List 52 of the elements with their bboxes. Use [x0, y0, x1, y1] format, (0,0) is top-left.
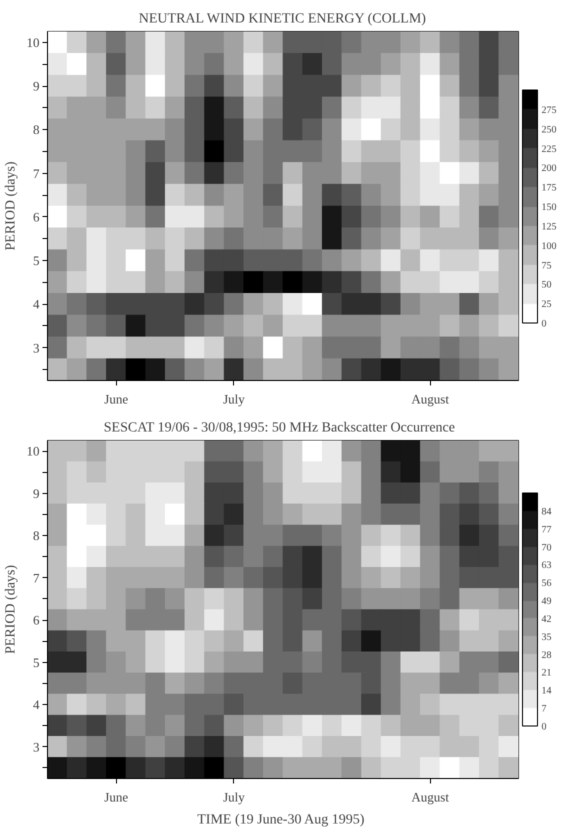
y-tick-label: 7: [33, 166, 40, 181]
y-tick-label: 5: [33, 654, 40, 670]
color-bar-label: 49: [542, 596, 552, 608]
color-bar-label: 250: [542, 124, 556, 136]
color-bar-label: 25: [542, 299, 552, 310]
y-tick-label: 8: [33, 122, 40, 138]
y-tick-label: 10: [26, 34, 40, 50]
color-bar-label: 0: [542, 318, 546, 330]
color-bar-label: 77: [542, 524, 552, 536]
y-tick-label: 9: [33, 78, 40, 94]
y-tick-label: 6: [33, 209, 40, 224]
color-bar-label: 7: [542, 704, 546, 715]
color-bar-label: 0: [542, 722, 546, 732]
y-tick-label: 4: [33, 296, 40, 312]
y-tick-label: 4: [33, 697, 40, 712]
x-tick-label: August: [411, 392, 450, 406]
y-tick-label: 9: [33, 486, 40, 501]
color-bar-label: 275: [542, 104, 556, 116]
y-tick-label: 5: [33, 253, 40, 268]
x-tick-label: June: [104, 790, 128, 804]
color-bar-label: 225: [542, 144, 556, 155]
y-axis-title: PERIOD (days): [4, 564, 18, 654]
color-bar-label: 125: [542, 221, 556, 232]
color-bar-label: 14: [542, 686, 552, 697]
color-bar-label: 100: [542, 240, 556, 252]
color-bar-label: 35: [542, 632, 552, 643]
y-tick-label: 6: [33, 612, 40, 628]
color-bar-label: 200: [542, 163, 556, 174]
color-bar-label: 42: [542, 614, 552, 625]
color-bar-label: 50: [542, 280, 552, 291]
y-tick-label: 3: [33, 340, 40, 356]
x-tick-label: August: [411, 790, 450, 804]
color-bar-label: 150: [542, 202, 556, 213]
color-bar-label: 28: [542, 650, 552, 661]
y-tick-label: 7: [33, 570, 40, 586]
chart-title: NEUTRAL WIND KINETIC ENERGY (COLLM): [138, 12, 426, 26]
color-bar-label: 63: [542, 560, 552, 572]
x-tick-label: July: [223, 790, 246, 804]
y-axis-title: PERIOD (days): [4, 161, 18, 251]
chart-title: SESCAT 19/06 - 30/08,1995: 50 MHz Backscatter Occurrence: [104, 420, 455, 436]
color-bar-label: 70: [542, 542, 552, 554]
color-bar-label: 56: [542, 578, 552, 590]
color-bar-label: 84: [542, 506, 552, 518]
x-tick-label: July: [223, 392, 246, 406]
color-bar-label: 21: [542, 668, 552, 679]
color-bar-label: 75: [542, 260, 552, 272]
x-axis-title: TIME (19 June-30 Aug 1995): [197, 812, 365, 828]
y-tick-label: 8: [33, 528, 40, 544]
y-tick-label: 10: [26, 444, 40, 459]
color-bar-label: 175: [542, 182, 556, 194]
x-tick-label: June: [104, 392, 128, 406]
y-tick-label: 3: [33, 739, 40, 754]
